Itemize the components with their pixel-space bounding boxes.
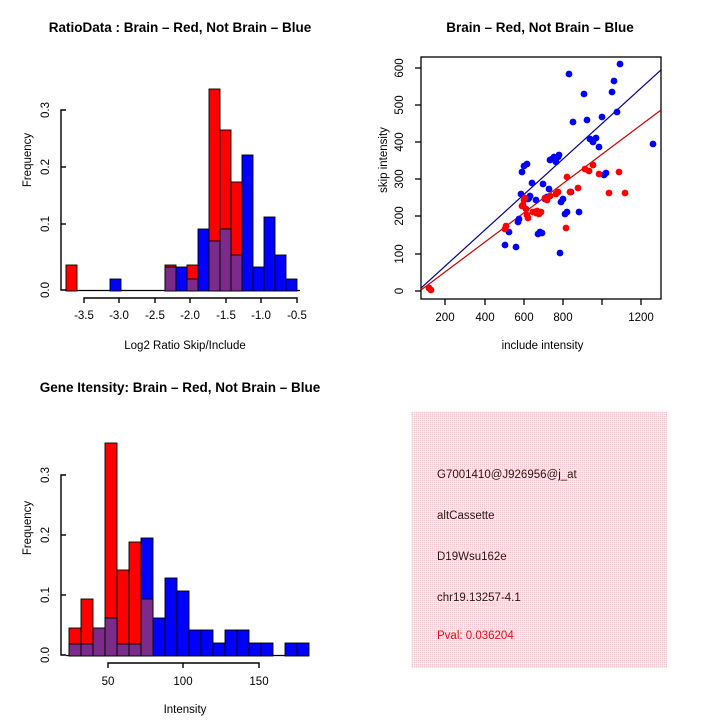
scatter-ytick-5: 500: [394, 95, 406, 115]
gene-ytick-3: 0.3: [40, 467, 52, 483]
scatter-ytick-1: 100: [394, 244, 406, 264]
scatter-y-ticks: [415, 67, 421, 292]
ratio-x-axis: [83, 297, 298, 303]
scatter-ytick-3: 300: [394, 169, 406, 189]
ratio-ytick-2: 0.2: [40, 159, 52, 175]
ratio-ytick-3: 0.3: [40, 102, 52, 118]
scatter-xtick-2: 600: [514, 312, 534, 324]
panel-probe-info: G7001410@J926956@j_at altCassette D19Wsu…: [360, 360, 720, 720]
ratio-xtick-4: -1.5: [216, 310, 236, 322]
gene-histogram-title: Gene Itensity: Brain – Red, Not Brain – …: [39, 380, 321, 395]
ratio-xtick-1: -3.0: [109, 310, 129, 322]
ratio-ytick-1: 0.1: [40, 216, 52, 232]
scatter-fit-lines: [421, 69, 661, 291]
pval-text: Pval: 0.036204: [437, 630, 514, 642]
scatter-xtick-3: 800: [553, 312, 573, 324]
panel-intensity-scatter: Brain – Red, Not Brain – Blue: [360, 0, 720, 360]
gene-xtick-2: 150: [249, 676, 269, 688]
scatter-ytick-2: 200: [394, 206, 406, 226]
panel-ratio-title: RatioData : Brain – Red, Not Brain – Blu…: [48, 20, 312, 35]
scatter-xtick-0: 200: [435, 312, 455, 324]
ratio-histogram-canvas: [60, 88, 300, 303]
scatter-xtick-1: 400: [475, 312, 495, 324]
gene-ytick-0: 0.0: [40, 647, 52, 663]
fit-line-notbrain: [421, 69, 661, 289]
ratio-bars-blue: [109, 154, 298, 292]
gene-x-axis: [107, 662, 260, 668]
ratio-xtick-0: -3.5: [74, 310, 94, 322]
scatter-canvas: [415, 56, 662, 305]
scatter-plot-box: [420, 56, 662, 300]
gene-bars-overlap: [68, 598, 154, 657]
scatter-ylabel: skip intensity: [378, 127, 390, 193]
event-type-text: altCassette: [437, 510, 495, 522]
scatter-title: Brain – Red, Not Brain – Blue: [446, 20, 634, 35]
gene-symbol-text: D19Wsu162e: [437, 551, 507, 563]
scatter-ytick-4: 400: [394, 132, 406, 152]
ratio-xlabel: Log2 Ratio Skip/Include: [124, 340, 246, 352]
scatter-xlabel: include intensity: [501, 340, 584, 352]
scatter-ytick-6: 600: [394, 58, 406, 78]
probe-info-box: G7001410@J926956@j_at altCassette D19Wsu…: [411, 412, 667, 668]
gene-ytick-2: 0.2: [40, 527, 52, 543]
ratio-ytick-0: 0.0: [40, 282, 52, 298]
probe-id-text: G7001410@J926956@j_at: [437, 469, 577, 481]
gene-histogram-canvas: [60, 442, 310, 668]
panel-gene-intensity-histogram: Gene Itensity: Brain – Red, Not Brain – …: [0, 360, 360, 720]
gene-xtick-0: 50: [101, 676, 115, 688]
ratio-xtick-3: -2.0: [180, 310, 200, 322]
scatter-points-red: [425, 161, 629, 294]
panel-ratio-histogram: RatioData : Brain – Red, Not Brain – Blu…: [0, 0, 360, 360]
ratio-xtick-5: -1.0: [251, 310, 271, 322]
gene-xtick-1: 100: [173, 676, 193, 688]
fit-line-brain: [421, 109, 661, 291]
gene-ytick-1: 0.1: [40, 587, 52, 603]
ratio-ylabel: Frequency: [22, 132, 34, 188]
ratio-xtick-6: -0.5: [287, 310, 307, 322]
gene-xlabel: Intensity: [163, 704, 207, 716]
gene-y-axis: [60, 474, 66, 656]
gene-ylabel: Frequency: [22, 500, 34, 556]
ratio-bars-overlap: [164, 228, 243, 292]
ratio-y-axis: [60, 109, 66, 291]
scatter-points-blue: [501, 60, 657, 257]
scatter-x-ticks: [444, 299, 642, 305]
locus-text: chr19.13257-4.1: [437, 592, 521, 604]
scatter-xtick-4: 1200: [628, 312, 654, 324]
ratio-xtick-2: -2.5: [145, 310, 165, 322]
scatter-ytick-0: 0: [394, 287, 406, 295]
